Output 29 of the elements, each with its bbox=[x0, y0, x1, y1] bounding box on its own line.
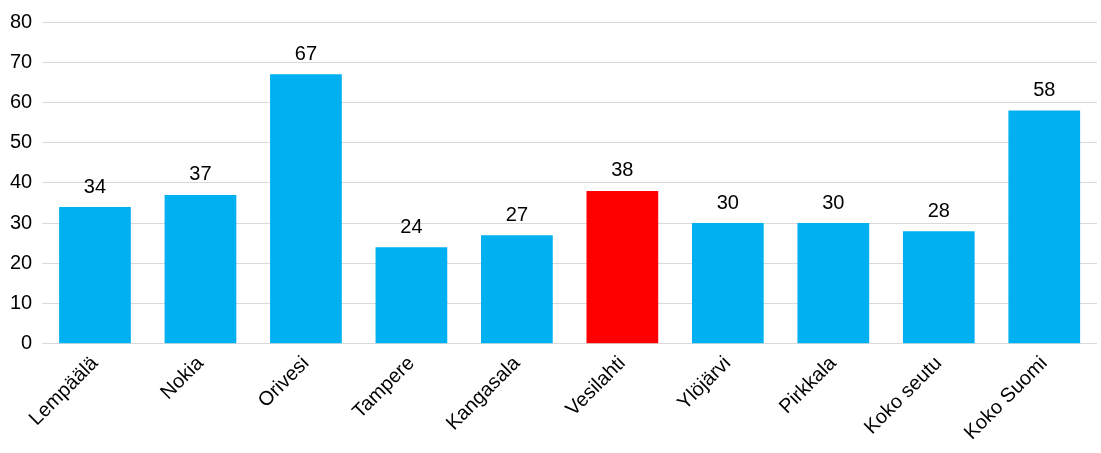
y-tick-label: 10 bbox=[10, 291, 33, 314]
bar bbox=[691, 223, 764, 344]
y-tick-label: 60 bbox=[10, 89, 33, 112]
data-label: 67 bbox=[294, 41, 318, 64]
bar bbox=[375, 247, 448, 344]
data-label: 27 bbox=[505, 202, 529, 225]
bar bbox=[586, 190, 659, 344]
bar bbox=[1008, 110, 1081, 344]
y-tick-label: 0 bbox=[21, 331, 33, 354]
y-tick-label: 20 bbox=[10, 250, 33, 273]
y-tick-label: 40 bbox=[10, 170, 33, 193]
bar bbox=[164, 194, 237, 344]
data-label: 34 bbox=[83, 174, 107, 197]
data-label: 28 bbox=[927, 198, 950, 221]
bar bbox=[797, 223, 870, 344]
y-tick-label: 30 bbox=[10, 210, 33, 233]
data-label: 38 bbox=[611, 158, 634, 181]
y-tick-label: 50 bbox=[10, 130, 33, 153]
data-label: 37 bbox=[189, 162, 212, 185]
bar bbox=[270, 74, 342, 344]
y-tick-label: 70 bbox=[10, 49, 33, 72]
bar bbox=[902, 231, 975, 344]
y-tick-label: 80 bbox=[10, 9, 33, 32]
bar bbox=[59, 207, 131, 344]
data-label: 30 bbox=[822, 190, 845, 213]
data-label: 58 bbox=[1033, 78, 1056, 101]
bar bbox=[481, 235, 553, 344]
data-label: 30 bbox=[716, 190, 739, 213]
data-label: 24 bbox=[400, 214, 423, 237]
